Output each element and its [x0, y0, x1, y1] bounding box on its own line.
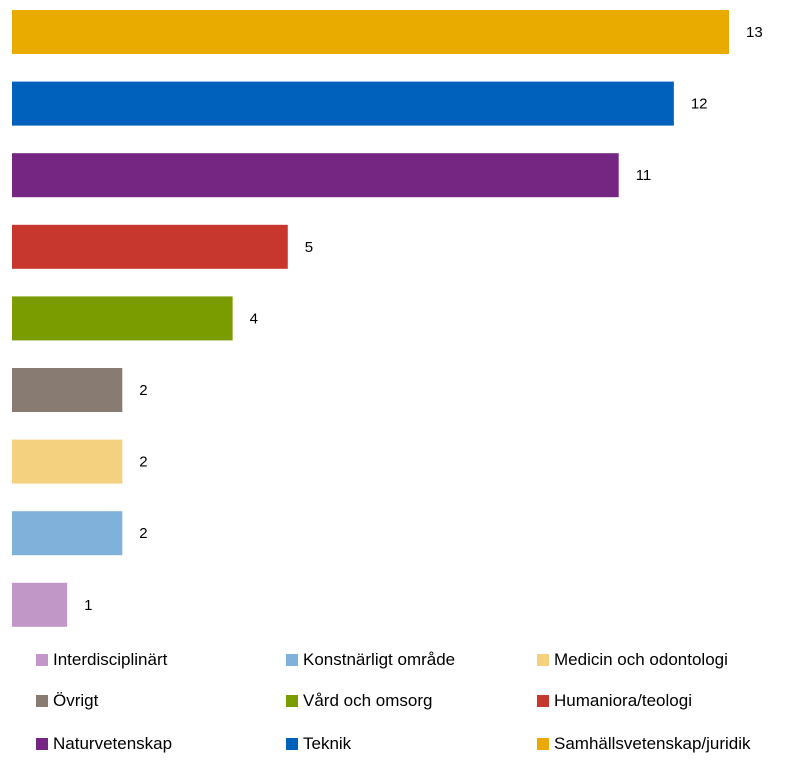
legend-item-medicin-och-odontologi: Medicin och odontologi	[537, 650, 728, 670]
legend-label: Medicin och odontologi	[554, 650, 728, 669]
legend-label: Samhällsvetenskap/juridik	[554, 734, 751, 753]
legend-item-teknik: Teknik	[286, 734, 351, 754]
legend-label: Övrigt	[53, 691, 99, 710]
legend-swatch	[537, 654, 549, 666]
data-label-3: 11	[636, 167, 652, 184]
legend-swatch	[36, 738, 48, 750]
bar-7	[12, 439, 123, 484]
legend-label: Vård och omsorg	[303, 691, 433, 710]
data-label-7: 2	[139, 454, 147, 471]
data-label-5: 4	[250, 310, 258, 327]
bar-chart: 13 12 11 5 4 2 2 2 1	[12, 10, 763, 627]
legend-label: Interdisciplinärt	[53, 650, 168, 669]
legend-item-vard-och-omsorg: Vård och omsorg	[286, 691, 432, 711]
legend-swatch	[537, 695, 549, 707]
data-label-2: 12	[691, 96, 708, 113]
legend-label: Konstnärligt område	[303, 650, 456, 669]
bar-3	[12, 153, 619, 198]
legend-swatch	[286, 654, 298, 666]
legend: Interdisciplinärt Konstnärligt område Me…	[0, 650, 792, 763]
legend-item-naturvetenskap: Naturvetenskap	[36, 734, 172, 754]
legend-swatch	[36, 695, 48, 707]
bar-2	[12, 81, 674, 126]
legend-item-konstnarligt-omrade: Konstnärligt område	[286, 650, 455, 670]
data-label-9: 1	[84, 597, 92, 614]
bar-1	[12, 10, 729, 54]
legend-item-humaniora-teologi: Humaniora/teologi	[537, 691, 692, 711]
legend-item-interdisciplinart: Interdisciplinärt	[36, 650, 167, 670]
data-label-1: 13	[746, 24, 763, 41]
bar-5	[12, 296, 233, 341]
legend-item-ovrigt: Övrigt	[36, 691, 98, 711]
legend-swatch	[36, 654, 48, 666]
bar-6	[12, 368, 123, 412]
legend-swatch	[286, 738, 298, 750]
legend-item-samhallsvetenskap-juridik: Samhällsvetenskap/juridik	[537, 734, 751, 754]
bar-8	[12, 511, 123, 556]
data-label-6: 2	[139, 382, 147, 399]
legend-label: Teknik	[303, 734, 352, 753]
legend-swatch	[537, 738, 549, 750]
bar-4	[12, 224, 288, 269]
data-label-4: 5	[305, 239, 313, 256]
data-label-8: 2	[139, 525, 147, 542]
bar-9	[12, 582, 68, 627]
legend-label: Naturvetenskap	[53, 734, 173, 753]
legend-swatch	[286, 695, 298, 707]
legend-label: Humaniora/teologi	[554, 691, 692, 710]
